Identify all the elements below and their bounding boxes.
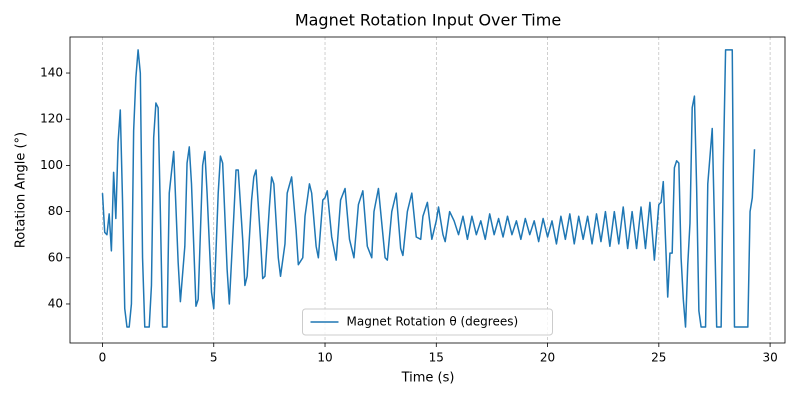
y-tick-label: 120 [40,112,63,126]
legend-box [302,308,553,336]
y-tick-label: 100 [40,158,63,172]
x-tick-label: 5 [210,351,218,365]
y-tick-label: 60 [48,250,63,264]
chart-title: Magnet Rotation Input Over Time [295,11,561,30]
legend-label: Magnet Rotation θ (degrees) [347,315,519,329]
y-tick-label: 40 [48,296,63,310]
y-tick-label: 140 [40,66,63,80]
data-line [101,49,756,328]
x-tick-label: 0 [99,351,107,365]
x-tick-label: 20 [540,351,555,365]
x-axis-label: Time (s) [401,371,455,386]
x-tick-label: 25 [651,351,666,365]
x-tick-label: 30 [762,351,777,365]
axes-frame [69,36,786,344]
legend: Magnet Rotation θ (degrees) [302,308,553,336]
x-tick-label: 15 [429,351,444,365]
x-tick-label: 10 [317,351,332,365]
y-axis-label: Rotation Angle (°) [14,132,29,248]
y-tick-label: 80 [48,204,63,218]
